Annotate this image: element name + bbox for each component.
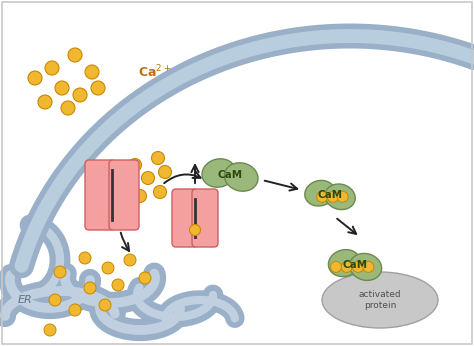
Ellipse shape xyxy=(118,193,131,207)
Ellipse shape xyxy=(154,185,166,199)
Ellipse shape xyxy=(102,262,114,274)
FancyBboxPatch shape xyxy=(192,189,218,247)
Ellipse shape xyxy=(325,184,355,210)
Ellipse shape xyxy=(158,165,172,179)
Ellipse shape xyxy=(99,299,111,311)
Ellipse shape xyxy=(45,61,59,75)
Ellipse shape xyxy=(61,101,75,115)
Ellipse shape xyxy=(91,81,105,95)
Ellipse shape xyxy=(128,158,142,172)
Ellipse shape xyxy=(54,266,66,278)
Ellipse shape xyxy=(328,249,360,276)
Ellipse shape xyxy=(330,261,341,272)
Ellipse shape xyxy=(328,191,338,202)
Ellipse shape xyxy=(44,324,56,336)
Ellipse shape xyxy=(121,175,135,189)
Ellipse shape xyxy=(305,180,335,206)
Text: activated
protein: activated protein xyxy=(359,290,401,310)
FancyBboxPatch shape xyxy=(85,160,115,230)
Ellipse shape xyxy=(38,95,52,109)
Ellipse shape xyxy=(134,190,146,202)
Ellipse shape xyxy=(79,252,91,264)
Ellipse shape xyxy=(124,254,136,266)
Ellipse shape xyxy=(363,261,374,272)
Ellipse shape xyxy=(49,294,61,306)
Ellipse shape xyxy=(353,261,364,272)
Ellipse shape xyxy=(112,279,124,291)
Ellipse shape xyxy=(69,304,81,316)
FancyBboxPatch shape xyxy=(172,189,198,247)
Ellipse shape xyxy=(317,191,328,202)
Ellipse shape xyxy=(84,282,96,294)
Ellipse shape xyxy=(152,152,164,164)
Ellipse shape xyxy=(142,172,155,184)
Ellipse shape xyxy=(341,261,352,272)
Ellipse shape xyxy=(85,65,99,79)
Ellipse shape xyxy=(139,272,151,284)
Text: CaM: CaM xyxy=(318,190,343,200)
Ellipse shape xyxy=(224,163,258,191)
Ellipse shape xyxy=(322,272,438,328)
Text: CaM: CaM xyxy=(342,260,367,270)
Ellipse shape xyxy=(350,253,382,280)
Ellipse shape xyxy=(73,88,87,102)
Text: CaM: CaM xyxy=(218,170,243,180)
Ellipse shape xyxy=(190,225,201,236)
Ellipse shape xyxy=(55,81,69,95)
Ellipse shape xyxy=(68,48,82,62)
Text: ER: ER xyxy=(18,295,33,305)
FancyBboxPatch shape xyxy=(109,160,139,230)
Ellipse shape xyxy=(202,159,236,187)
Text: Ca$^{2+}$: Ca$^{2+}$ xyxy=(138,64,172,80)
Ellipse shape xyxy=(337,191,348,202)
Ellipse shape xyxy=(28,71,42,85)
